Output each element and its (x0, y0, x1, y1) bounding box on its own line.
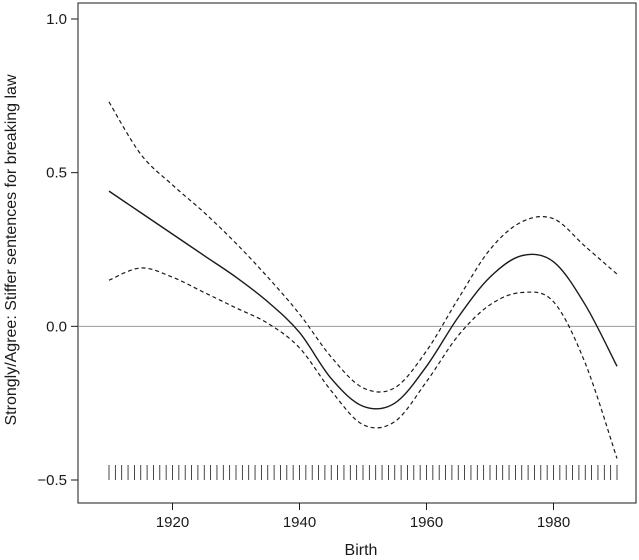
x-tick-label: 1960 (410, 514, 443, 531)
x-tick-label: 1980 (537, 514, 570, 531)
y-tick-label: 1.0 (46, 11, 67, 28)
upper-confidence-band (108, 101, 618, 393)
lower-confidence-band (108, 267, 618, 459)
plot-frame (77, 2, 637, 504)
y-axis-label: Strongly/Agree: Stiffer sentences for br… (3, 74, 20, 425)
x-tick-label: 1920 (156, 514, 189, 531)
y-tick-label: 0.0 (46, 318, 67, 335)
y-tick-label: 0.5 (46, 165, 67, 182)
fitted-line (108, 190, 618, 410)
x-tick-label: 1940 (283, 514, 316, 531)
y-tick-label: −0.5 (37, 472, 67, 489)
x-axis-label: Birth (345, 542, 378, 559)
